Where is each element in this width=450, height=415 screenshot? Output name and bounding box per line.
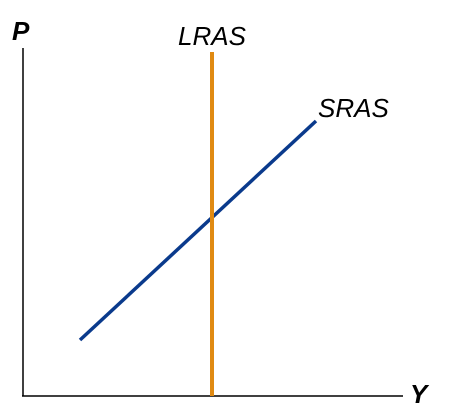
sras-curve bbox=[80, 121, 316, 340]
sras-label: SRAS bbox=[318, 93, 389, 123]
lras-label: LRAS bbox=[178, 21, 247, 51]
x-axis-label: Y bbox=[410, 379, 430, 409]
y-axis-label: P bbox=[12, 16, 30, 46]
